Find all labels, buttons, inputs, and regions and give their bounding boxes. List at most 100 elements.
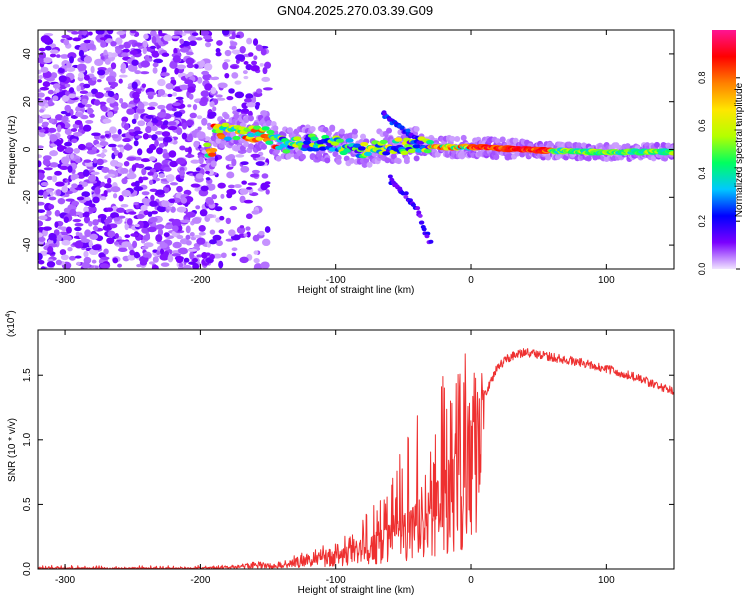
heatmap-cell [134, 42, 143, 47]
heatmap-cell [199, 30, 210, 36]
heatmap-cell [131, 118, 137, 124]
heatmap-cell [234, 91, 245, 99]
heatmap-cell [204, 62, 213, 71]
heatmap-cell [126, 156, 137, 161]
heatmap-cell [139, 260, 148, 266]
heatmap-cell [185, 240, 192, 246]
heatmap-cell [120, 102, 129, 109]
heatmap-cell [499, 136, 506, 143]
heatmap-cell [210, 87, 217, 94]
heatmap-cell [57, 197, 66, 205]
heatmap-cell [185, 234, 191, 240]
heatmap-cell [141, 83, 147, 89]
heatmap-cell [82, 30, 88, 36]
heatmap-cell [117, 263, 123, 268]
heatmap-cell [161, 199, 166, 207]
heatmap-cell [54, 170, 62, 176]
heatmap-cell [121, 52, 129, 58]
heatmap-cell [50, 43, 56, 48]
spectrogram-y-ticks: -40 -20 0 20 40 [22, 48, 674, 252]
heatmap-cell [85, 142, 93, 148]
heatmap-cell [48, 118, 55, 124]
heatmap-cell [100, 41, 107, 48]
heatmap-cell [83, 159, 92, 163]
heatmap-cell [42, 191, 48, 199]
heatmap-cell [234, 184, 242, 189]
heatmap-cell [94, 91, 105, 99]
heatmap-cell [246, 132, 255, 138]
heatmap-cell [83, 74, 90, 81]
heatmap-cell [89, 233, 99, 240]
heatmap-cell [76, 63, 87, 71]
heatmap-cell [206, 213, 215, 219]
heatmap-cell [200, 185, 209, 192]
heatmap-cell [103, 248, 109, 255]
heatmap-cell [142, 46, 147, 55]
heatmap-cell [242, 70, 248, 75]
heatmap-cell [71, 138, 78, 144]
heatmap-cell [123, 144, 133, 151]
heatmap-cell [187, 146, 192, 154]
heatmap-cell [64, 83, 71, 88]
heatmap-cell [64, 141, 73, 147]
heatmap-cell [338, 128, 345, 135]
snr-frame [37, 329, 675, 570]
heatmap-cell [405, 128, 411, 133]
heatmap-cell [199, 209, 208, 217]
colorbar-tick-label: 0.0 [697, 263, 707, 276]
heatmap-cell [94, 58, 104, 67]
heatmap-cell [206, 183, 216, 191]
heatmap-cell [208, 199, 215, 205]
heatmap-cell [205, 177, 211, 181]
heatmap-cell [120, 69, 126, 74]
heatmap-cell [181, 132, 188, 140]
heatmap-cell [253, 258, 260, 264]
snr-y-ticks: 0.0 0.5 1.0 1.5 [22, 368, 674, 576]
heatmap-cell [55, 88, 60, 93]
heatmap-cell [52, 64, 60, 69]
heatmap-cell [66, 30, 74, 33]
heatmap-cell [184, 202, 189, 207]
heatmap-cell [426, 139, 435, 145]
heatmap-cell [38, 47, 46, 52]
heatmap-cell [61, 65, 68, 69]
heatmap-cell [151, 134, 158, 141]
spectrogram-y-tick-label: 40 [22, 48, 33, 60]
heatmap-cell [38, 132, 46, 138]
heatmap-cell [118, 44, 125, 49]
heatmap-cell [351, 132, 358, 139]
heatmap-cell [417, 213, 423, 218]
heatmap-cell [185, 57, 195, 65]
heatmap-cell [67, 165, 73, 173]
heatmap-cell [215, 48, 221, 53]
heatmap-cell [127, 253, 136, 261]
heatmap-cell [223, 136, 232, 141]
colorbar-tick-label: 0.4 [697, 167, 707, 180]
heatmap-cell [250, 153, 261, 158]
heatmap-cell [100, 196, 107, 201]
heatmap-cell [217, 182, 226, 189]
heatmap-cell [566, 141, 573, 148]
heatmap-cell [171, 253, 182, 257]
heatmap-cell [84, 229, 92, 238]
heatmap-cell [107, 230, 116, 238]
heatmap-cell [39, 86, 50, 91]
heatmap-cell [668, 151, 674, 156]
heatmap-cell [179, 84, 189, 91]
heatmap-cell [179, 47, 190, 53]
heatmap-cell [117, 151, 123, 159]
heatmap-cell [395, 158, 402, 165]
heatmap-cell [140, 60, 151, 68]
heatmap-cell [146, 91, 157, 96]
heatmap-cell [38, 160, 42, 168]
heatmap-cell [366, 161, 373, 168]
heatmap-cell [156, 147, 164, 155]
heatmap-cell [106, 189, 112, 193]
heatmap-cell [74, 240, 84, 249]
heatmap-cell [103, 183, 112, 189]
heatmap-cell [212, 106, 217, 112]
heatmap-cell [231, 158, 237, 167]
snr-plot-area [38, 330, 674, 569]
heatmap-cell [190, 183, 201, 188]
snr-y-label: SNR (10 * v/v) [7, 418, 18, 482]
